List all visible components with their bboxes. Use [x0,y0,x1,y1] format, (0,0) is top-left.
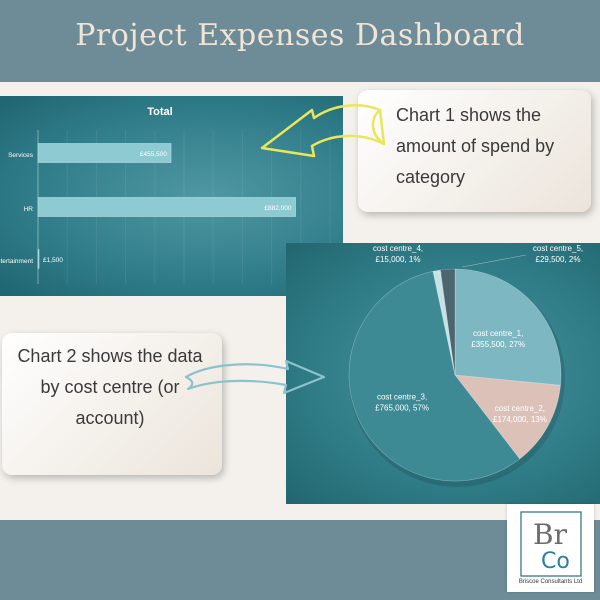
pie-data-label: cost centre_5, £29,500, 2% [533,244,583,264]
callout-chart2: Chart 2 shows the data by cost centre (o… [2,333,222,475]
callout-chart1: Chart 1 shows the amount of spend by cat… [358,90,591,212]
pie-data-label: cost centre_1, £355,500, 27% [471,329,525,349]
bar-chart-title: Total [147,106,172,118]
bar-category-label: HR [24,206,34,213]
logo-mark-top: Br [533,518,568,551]
pie-data-label-line: cost centre_2, [495,404,545,413]
pie-data-label: cost centre_4, £15,000, 1% [373,244,423,264]
pie-slice [454,268,562,386]
bar-mark [37,143,172,163]
page-title: Project Expenses Dashboard [75,18,525,53]
pie-leader-line [461,254,527,268]
callout-chart1-text: Chart 1 shows the amount of spend by cat… [396,105,555,187]
pie-data-label-line: £765,000, 57% [375,403,429,412]
blue-arrow-icon [184,359,326,395]
pie-chart-cost-centre: cost centre_1, £355,500, 27% cost centre_2… [286,243,600,504]
bar-mark [37,197,296,217]
logo-mark-bottom: Co [541,549,570,574]
pie-data-label-line: £355,500, 27% [471,340,525,349]
logo-mark-icon: Br Co [520,511,582,577]
bar-mark [37,249,40,269]
pie-data-label-line: cost centre_3, [377,392,427,401]
bar-chart-svg: Total Services £455,500 HR £882,000 Entertain… [0,106,331,284]
logo-company-name: Briscoe Consultants Ltd [518,579,583,585]
pie-slice [440,268,456,376]
footer-band [0,520,600,600]
callout-chart2-text: Chart 2 shows the data by cost centre (o… [17,346,203,428]
pie-slice [454,374,561,460]
pie-data-label: cost centre_3, £765,000, 57% [375,392,429,412]
pie-data-label-line: £29,500, 2% [536,255,581,264]
pie-data-label-line: cost centre_5, [533,244,583,253]
bar-data-label: £882,000 [264,205,291,212]
bar-data-label: £1,500 [43,257,63,264]
yellow-arrow-icon [260,104,386,158]
header-band [0,0,600,82]
bar-category-label: Entertainment [0,258,33,265]
pie-chart-svg: cost centre_1, £355,500, 27% cost centre_2… [348,244,583,487]
pie-data-label-line: £15,000, 1% [376,255,421,264]
bar-data-label: £455,500 [140,151,167,158]
bar-category-label: Services [8,152,34,159]
company-logo: Br Co Briscoe Consultants Ltd [507,504,594,592]
pie-slice [348,270,521,482]
pie-data-label-line: £174,000, 13% [493,415,547,424]
pie-data-label-line: cost centre_4, [373,244,423,253]
pie-slice [432,269,456,376]
pie-data-label-line: cost centre_1, [473,329,523,338]
pie-data-label: cost centre_2, £174,000, 13% [493,404,547,424]
